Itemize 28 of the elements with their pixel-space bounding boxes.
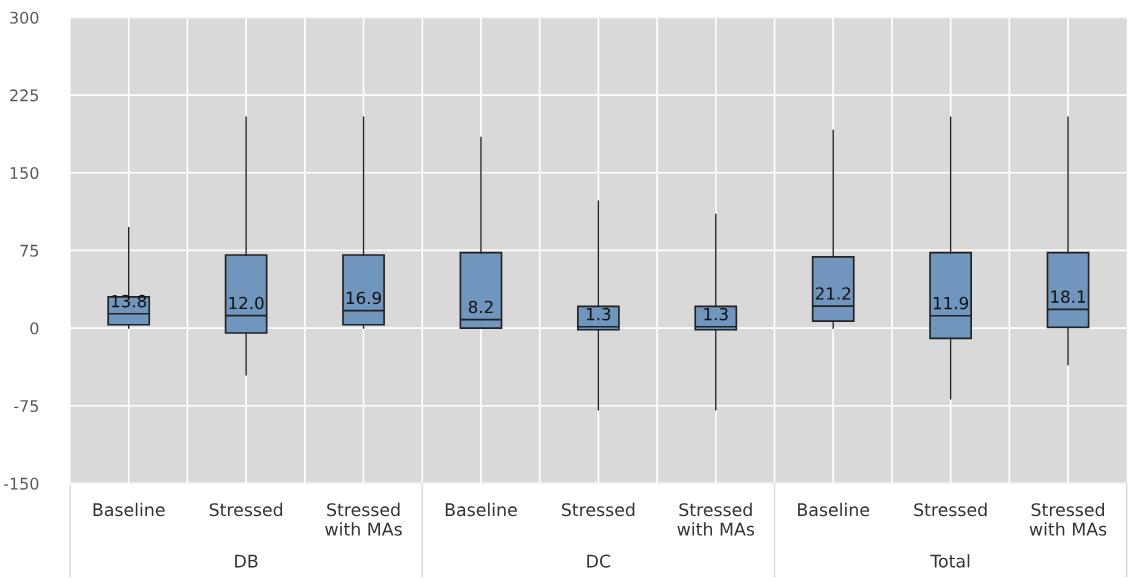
y-tick-label: -75 — [14, 400, 39, 413]
x-tick-label: Baseline — [93, 502, 165, 517]
y-tick-label: -150 — [3, 477, 39, 490]
x-tick-label: Stressed — [914, 502, 987, 517]
text: 16.9 — [346, 291, 381, 305]
text: 13.8 — [111, 294, 147, 308]
y-tick-label: 150 — [10, 166, 39, 180]
text: 1.3 — [704, 307, 728, 321]
x-tick-label: Stressed — [561, 502, 635, 517]
text: 11.9 — [933, 296, 968, 310]
x-tick-label: Stressed with MAs — [677, 502, 755, 536]
y-tick-label: 300 — [10, 11, 39, 24]
text: 12.0 — [229, 296, 264, 310]
text: DB — [235, 554, 258, 568]
x-tick-label: Stressed with MAs — [325, 502, 402, 536]
text: DC — [587, 554, 611, 568]
text: 1.3 — [586, 307, 611, 321]
x-tick-label: Baseline — [798, 502, 870, 517]
x-tick-label: Stressed with MAs — [1029, 502, 1107, 536]
y-tick-label: 225 — [10, 89, 39, 102]
y-tick-label: 75 — [20, 244, 39, 257]
text: Total — [930, 554, 970, 568]
x-tick-label: Baseline — [445, 502, 517, 517]
text: 21.2 — [815, 287, 851, 300]
x-tick-label: Stressed — [209, 502, 283, 517]
text: 8.2 — [468, 300, 493, 314]
text: 18.1 — [1051, 290, 1086, 303]
y-tick-label: 0 — [30, 322, 39, 335]
